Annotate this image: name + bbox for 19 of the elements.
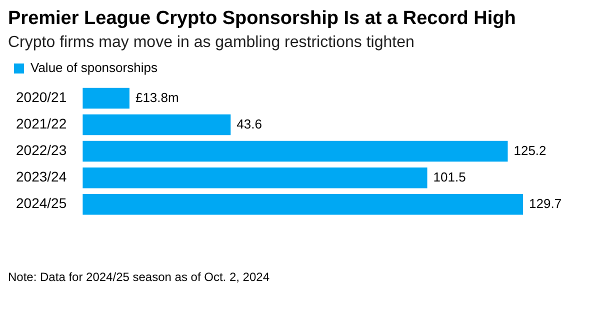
bar [82, 88, 130, 109]
data-label: £13.8m [135, 90, 179, 105]
data-label: 43.6 [236, 116, 262, 132]
legend-label: Value of sponsorships [30, 60, 158, 76]
text: Note: Data for 2024/25 season as of Oct. 2, 2024 [8, 270, 270, 284]
y-tick-label: 2023/24 [16, 168, 67, 185]
bar [82, 167, 428, 188]
bar [82, 140, 508, 162]
chart-title: Premier League Crypto Sponsorship Is at a Record High [8, 8, 517, 30]
y-tick-label: 2024/25 [16, 195, 67, 212]
chart-subtitle: Crypto firms may move in as gambling restrictions tighten [8, 34, 416, 52]
y-tick-label: 2020/21 [16, 89, 67, 106]
data-label: 129.7 [529, 196, 562, 211]
bar [82, 194, 524, 215]
y-tick-label: 2021/22 [16, 116, 67, 132]
data-label: 101.5 [433, 169, 466, 184]
data-label: 125.2 [514, 142, 546, 158]
bar [82, 114, 231, 136]
y-tick-label: 2022/23 [16, 142, 67, 158]
